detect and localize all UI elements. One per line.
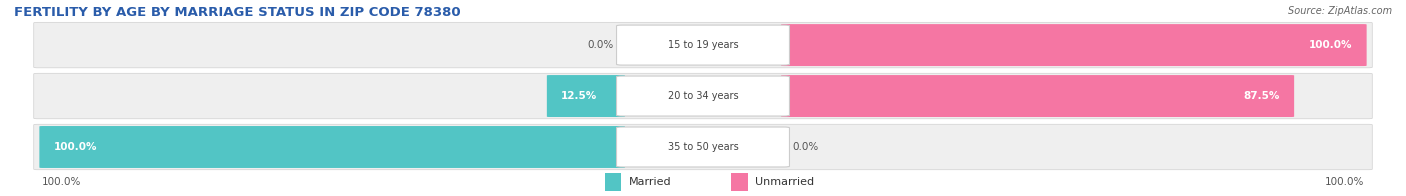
- Text: 20 to 34 years: 20 to 34 years: [668, 91, 738, 101]
- FancyBboxPatch shape: [731, 173, 748, 191]
- FancyBboxPatch shape: [34, 22, 1372, 68]
- Text: 0.0%: 0.0%: [793, 142, 818, 152]
- FancyBboxPatch shape: [547, 75, 624, 117]
- FancyBboxPatch shape: [39, 126, 624, 168]
- Text: 100.0%: 100.0%: [42, 177, 82, 187]
- Text: Married: Married: [628, 177, 671, 187]
- Text: 35 to 50 years: 35 to 50 years: [668, 142, 738, 152]
- FancyBboxPatch shape: [605, 173, 621, 191]
- Text: 12.5%: 12.5%: [561, 91, 598, 101]
- Text: Source: ZipAtlas.com: Source: ZipAtlas.com: [1288, 6, 1392, 16]
- Text: 15 to 19 years: 15 to 19 years: [668, 40, 738, 50]
- FancyBboxPatch shape: [782, 75, 1294, 117]
- Text: 0.0%: 0.0%: [588, 40, 614, 50]
- Text: 100.0%: 100.0%: [1324, 177, 1364, 187]
- FancyBboxPatch shape: [782, 24, 1367, 66]
- Text: FERTILITY BY AGE BY MARRIAGE STATUS IN ZIP CODE 78380: FERTILITY BY AGE BY MARRIAGE STATUS IN Z…: [14, 6, 461, 19]
- FancyBboxPatch shape: [34, 124, 1372, 170]
- Text: 100.0%: 100.0%: [53, 142, 97, 152]
- Text: Unmarried: Unmarried: [755, 177, 814, 187]
- FancyBboxPatch shape: [616, 127, 790, 167]
- FancyBboxPatch shape: [616, 76, 790, 116]
- Text: 100.0%: 100.0%: [1309, 40, 1353, 50]
- Text: 87.5%: 87.5%: [1244, 91, 1279, 101]
- FancyBboxPatch shape: [34, 73, 1372, 119]
- FancyBboxPatch shape: [616, 25, 790, 65]
